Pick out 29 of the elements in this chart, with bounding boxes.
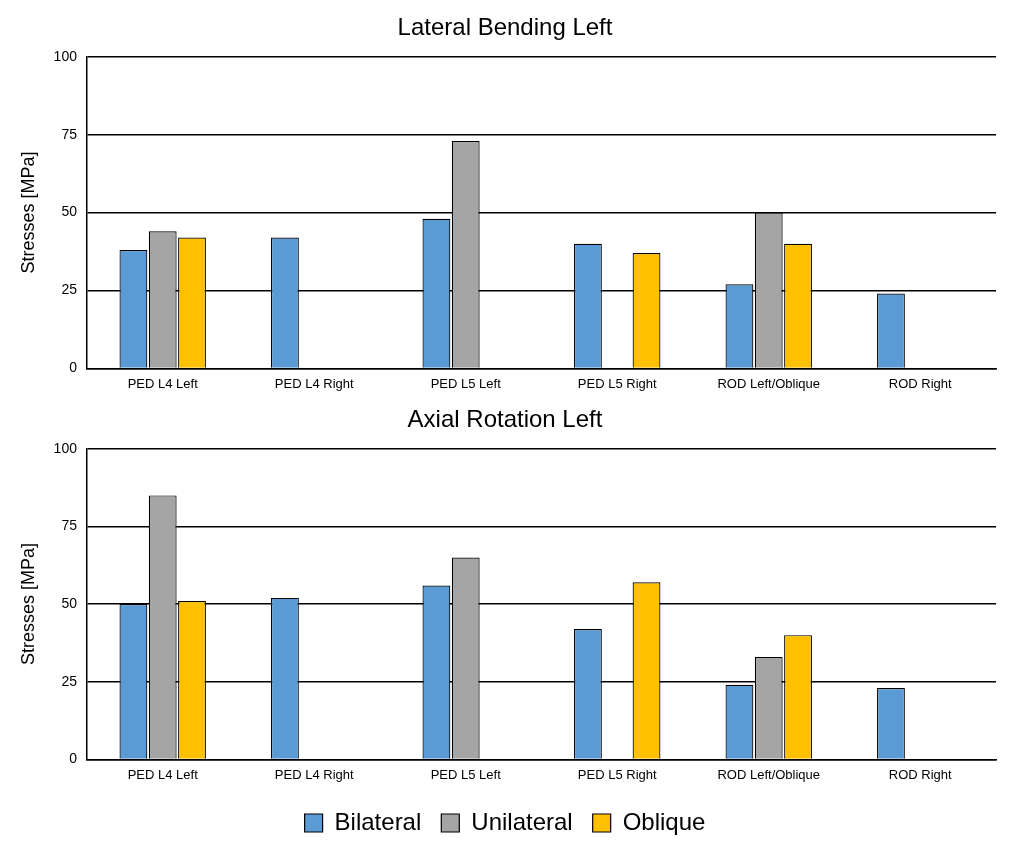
y-tick-label: 25 [61, 281, 78, 298]
x-tick-label: PED L5 Left [430, 766, 502, 782]
x-tick-label: PED L5 Right [577, 375, 657, 391]
x-tick-label: PED L5 Right [577, 766, 657, 782]
y-axis-title: Stresses [MPa] [17, 151, 38, 274]
chart-title: Axial Rotation Left [407, 405, 603, 433]
y-tick-label: 50 [61, 594, 78, 611]
x-tick-label: PED L4 Right [274, 375, 354, 391]
chart-title: Lateral Bending Left [397, 13, 613, 41]
x-tick-label: PED L4 Right [274, 766, 354, 782]
y-tick-label: 75 [61, 517, 78, 534]
legend-label: Unilateral [471, 807, 573, 835]
y-axis-title: Stresses [MPa] [17, 543, 38, 666]
y-tick-label: 75 [61, 125, 78, 142]
y-tick-label: 0 [69, 750, 78, 767]
y-tick-label: 100 [53, 439, 78, 456]
y-tick-label: 25 [61, 672, 78, 689]
legend-label: Bilateral [334, 807, 422, 835]
x-tick-label: PED L4 Left [127, 766, 199, 782]
x-tick-label: ROD Right [888, 375, 953, 391]
legend-label: Oblique [622, 807, 706, 835]
x-tick-label: ROD Left/Oblique [717, 375, 821, 391]
y-tick-label: 0 [69, 359, 78, 376]
x-tick-label: PED L4 Left [127, 375, 199, 391]
x-tick-label: ROD Right [888, 766, 953, 782]
x-tick-label: ROD Left/Oblique [717, 766, 821, 782]
y-tick-label: 50 [61, 203, 78, 220]
y-tick-label: 100 [53, 47, 78, 64]
x-tick-label: PED L5 Left [430, 375, 502, 391]
